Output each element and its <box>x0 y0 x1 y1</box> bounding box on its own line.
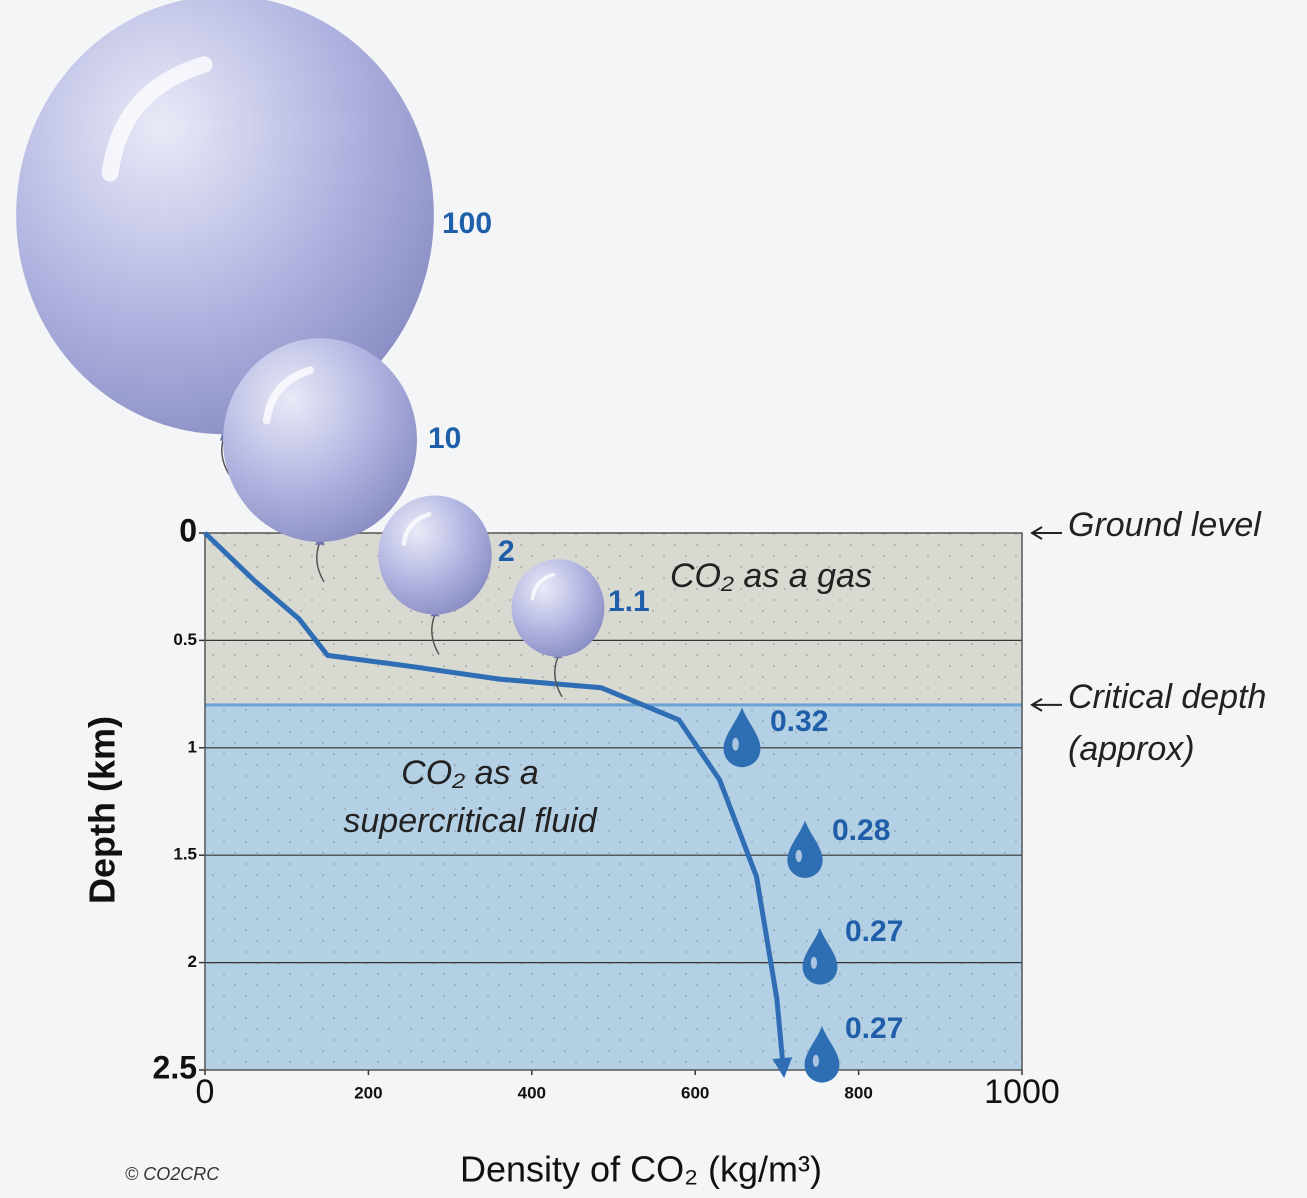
drop-highlight <box>811 957 817 969</box>
y-tick-label: 0.5 <box>173 630 197 649</box>
x-tick-label: 0 <box>196 1073 215 1111</box>
annotation: (approx) <box>1068 730 1195 768</box>
x-tick-label: 200 <box>354 1083 382 1102</box>
volume-label: 10 <box>428 422 461 455</box>
credit: © CO2CRC <box>125 1164 220 1184</box>
drop-highlight <box>813 1055 819 1067</box>
x-tick-label: 1000 <box>984 1073 1060 1111</box>
volume-label: 2 <box>498 535 515 568</box>
volume-label: 0.28 <box>832 814 890 847</box>
x-tick-label: 800 <box>844 1083 872 1102</box>
volume-label: 0.27 <box>845 1012 903 1045</box>
annotation-arrow <box>1032 699 1062 711</box>
x-tick-label: 400 <box>518 1083 546 1102</box>
region-texture <box>205 533 1022 705</box>
y-axis-label: Depth (km) <box>82 716 123 904</box>
volume-label: 1.1 <box>608 585 650 618</box>
y-tick-label: 2.5 <box>153 1049 197 1085</box>
annotation: Critical depth <box>1068 678 1266 716</box>
annotation: Ground level <box>1068 506 1262 544</box>
volume-label: 100 <box>442 207 492 240</box>
y-tick-label: 2 <box>188 952 197 971</box>
x-tick-label: 600 <box>681 1083 709 1102</box>
region-label: supercritical fluid <box>343 802 597 840</box>
volume-label: 0.27 <box>845 915 903 948</box>
drop-highlight <box>732 738 739 751</box>
volume-label: 0.32 <box>770 705 828 738</box>
balloon <box>512 559 605 657</box>
y-tick-label: 0 <box>179 512 197 548</box>
balloon <box>223 338 417 542</box>
annotation-arrow <box>1032 527 1062 539</box>
y-tick-label: 1.5 <box>173 845 197 864</box>
chart: Density of CO₂ (kg/m³) Depth (km) © CO2C… <box>0 0 1307 1198</box>
region-label: CO₂ as a gas <box>670 557 872 595</box>
drop-highlight <box>796 850 802 862</box>
x-axis-label: Density of CO₂ (kg/m³) <box>460 1149 822 1190</box>
y-tick-label: 1 <box>188 737 197 756</box>
balloon <box>378 495 491 614</box>
region-label: CO₂ as a <box>401 754 539 792</box>
